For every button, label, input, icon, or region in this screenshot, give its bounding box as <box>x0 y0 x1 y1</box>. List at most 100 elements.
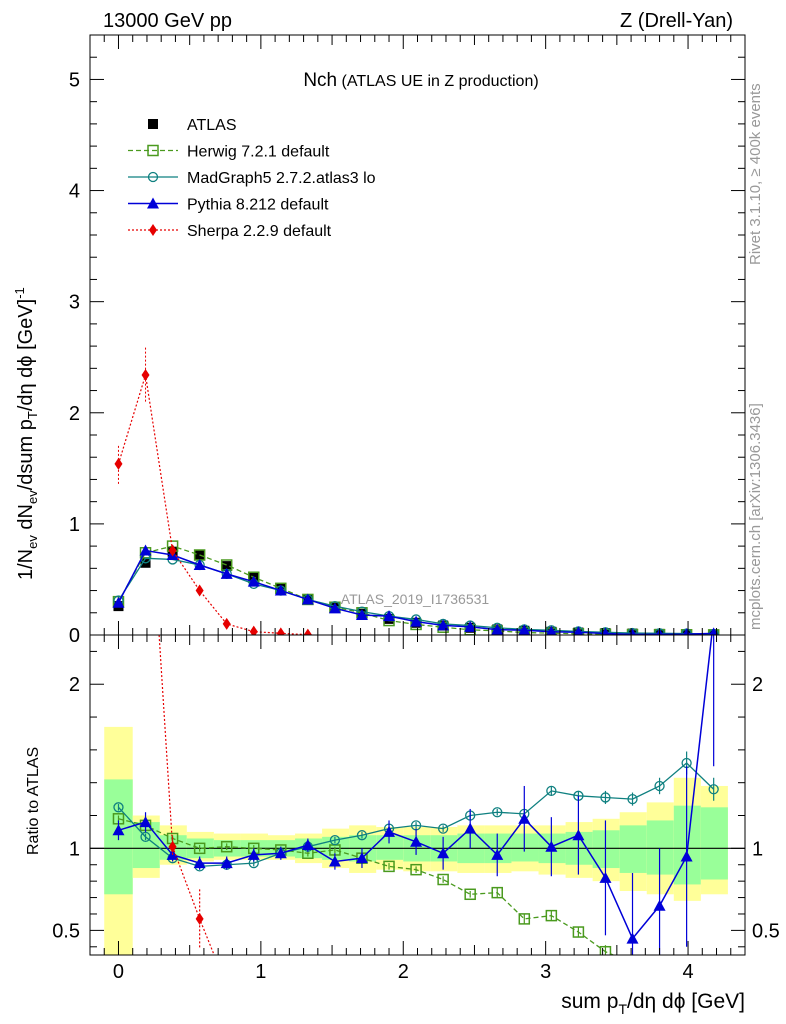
herwig-ratio-point <box>545 909 558 922</box>
pythia-ratio-point <box>599 871 612 883</box>
sherpa-line <box>117 374 308 635</box>
herwig-ratio-point <box>437 873 449 886</box>
pythia-ratio-point <box>139 816 152 828</box>
madgraph-ratio-point <box>492 807 503 818</box>
pythia-ratio-point <box>545 840 558 852</box>
legend-marker <box>148 119 158 129</box>
main-ytick-label: 0 <box>69 625 80 647</box>
madgraph-ratio-point <box>627 793 638 805</box>
main-ytick-label: 4 <box>69 181 80 203</box>
ratio-frame <box>89 634 746 956</box>
ratio-ytick-label-left: 1 <box>69 838 80 860</box>
ratio-panel: 0.5 0.5 1 1 2 2 0 1 2 3 4 Ratio to ATLAS sum pT/dη d… <box>25 634 780 1017</box>
legend-entry-atlas: ATLAS <box>148 117 237 134</box>
uncertainty-band-green <box>700 807 728 880</box>
herwig-ratio-point <box>464 888 476 901</box>
main-ytick-label: 1 <box>69 514 80 536</box>
pythia-ratio-point <box>464 822 477 834</box>
sherpa-point <box>195 584 204 597</box>
herwig-ratio-point <box>518 913 531 925</box>
pythia-ratio-point <box>518 812 531 824</box>
ratio-ytick-label-left: 2 <box>69 674 80 696</box>
pythia-point <box>193 559 206 570</box>
ratio-ylabel: Ratio to ATLAS <box>25 747 42 855</box>
pythia-point <box>410 615 423 627</box>
pythia-point <box>464 620 477 632</box>
pythia-ratio-point <box>247 848 260 860</box>
x-axis-label: sum pT/dη dϕ [GeV] <box>561 990 745 1017</box>
pythia-ratio-point <box>653 899 666 911</box>
ratio-content <box>90 635 745 1009</box>
herwig-ratio-point <box>572 926 585 938</box>
pythia-ratio-point <box>274 847 287 859</box>
herwig-ratio-point <box>599 945 612 955</box>
herwig-ratio-point <box>655 958 665 968</box>
uncertainty-band-green <box>592 830 620 869</box>
madgraph-ratio-point <box>437 823 449 834</box>
pythia-point <box>546 625 557 635</box>
madgraph-ratio-point <box>113 802 124 813</box>
uncertainty-band-green <box>376 835 404 860</box>
ratio-xtick-label: 3 <box>540 961 551 983</box>
madgraph-ratio-point <box>546 785 557 797</box>
atlas-point <box>221 561 232 572</box>
main-ytick-label: 2 <box>69 403 80 425</box>
pythia-point <box>274 584 287 596</box>
pythia-point <box>139 544 152 556</box>
legend-label: Herwig 7.2.1 default <box>187 144 330 161</box>
uncertainty-band-green <box>619 825 647 873</box>
legend-entry-herwig: Herwig 7.2.1 default <box>128 144 330 161</box>
pythia-ratio-point <box>437 847 450 859</box>
pythia-ratio-point <box>112 824 125 836</box>
pythia-ratio-point <box>680 850 693 862</box>
herwig-ratio-point <box>410 863 422 876</box>
legend-marker <box>147 197 159 209</box>
herwig-ratio-point <box>709 975 719 985</box>
pythia-point <box>601 627 610 635</box>
pythia-ratio-point <box>383 825 396 837</box>
main-ytick-label: 3 <box>69 292 80 314</box>
legend-label: ATLAS <box>187 117 237 134</box>
pythia-ratio-point <box>328 855 341 867</box>
pythia-point <box>491 623 504 635</box>
main-panel: ATLAS_2019_I1736531 Nch (ATLAS UE in Z pr… <box>12 34 746 647</box>
ratio-xtick-label: 1 <box>255 961 266 983</box>
main-ylabel: 1/Nev dNev/dsum pT/dη dϕ [GeV]-1 <box>12 287 40 580</box>
sherpa-point <box>168 544 177 557</box>
pythia-point <box>573 626 584 635</box>
ratio-ytick-label-right: 1 <box>752 838 763 860</box>
pythia-point <box>518 624 531 635</box>
pythia-point <box>383 610 396 622</box>
legend-entry-sherpa: Sherpa 2.2.9 default <box>128 223 332 240</box>
pythia-point <box>220 567 233 579</box>
pythia-point <box>301 593 314 605</box>
pythia-ratio-point <box>220 857 233 869</box>
legend-label: MadGraph5 2.7.2.atlas3 lo <box>187 170 376 187</box>
herwig-ratio-point <box>491 886 503 899</box>
pythia-point <box>355 609 368 620</box>
madgraph-ratio-point <box>356 830 368 841</box>
sherpa-ratio-point <box>223 980 231 992</box>
ratio-ytick-label-left: 0.5 <box>52 920 80 942</box>
madgraph-ratio-point <box>329 834 341 846</box>
watermark: ATLAS_2019_I1736531 <box>341 591 490 607</box>
rivet-label: Rivet 3.1.10, ≥ 400k events <box>747 83 764 265</box>
legend-entry-pythia: Pythia 8.212 default <box>128 197 329 214</box>
sherpa-point <box>222 617 231 630</box>
legend-marker <box>149 224 157 236</box>
pythia-point <box>328 602 341 614</box>
sherpa-ratio-line <box>158 635 215 955</box>
sherpa-ratio-point <box>250 997 258 1009</box>
mcplots-label: mcplots.cern.ch [arXiv:1306.3436] <box>747 403 764 630</box>
sherpa-point <box>141 369 150 381</box>
sherpa-point <box>303 628 312 635</box>
main-series <box>112 346 720 635</box>
pythia-ratio-point <box>301 839 314 851</box>
legend-label: Sherpa 2.2.9 default <box>187 223 332 240</box>
pythia-ratio-point <box>355 852 368 864</box>
madgraph-ratio-point <box>708 784 719 795</box>
uncertainty-band-green <box>646 820 674 875</box>
header-energy: 13000 GeV pp <box>103 10 232 32</box>
ratio-xtick-label: 0 <box>113 961 124 983</box>
